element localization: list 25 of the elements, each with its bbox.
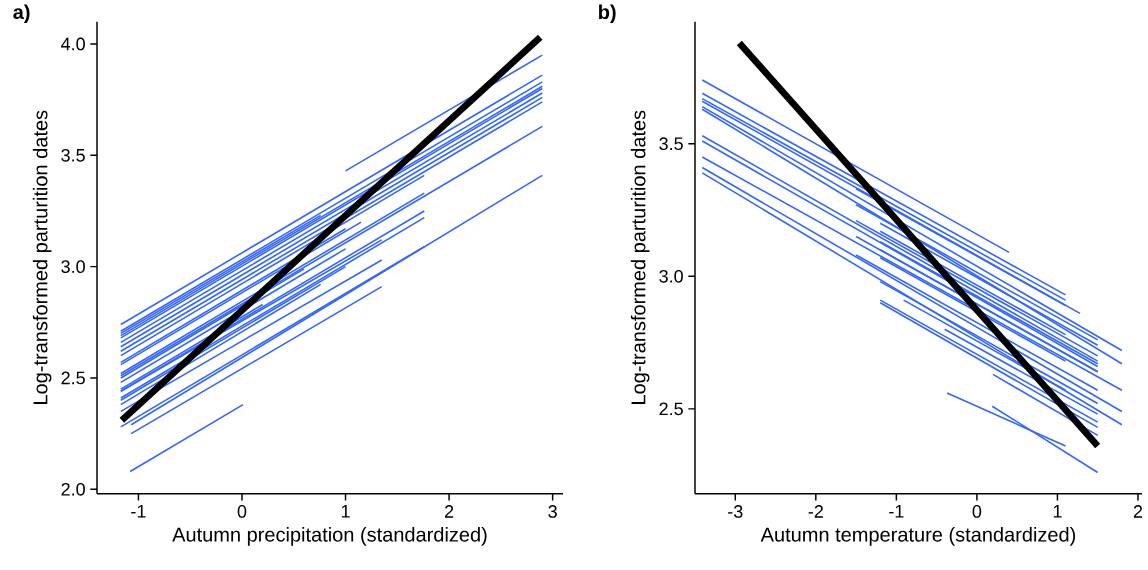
x-tick-label: -3 <box>728 505 743 518</box>
x-tick-label: -1 <box>889 505 904 518</box>
x-tick-label: 3 <box>548 505 557 518</box>
y-tick-label: 3.5 <box>61 149 85 162</box>
x-tick-label: 0 <box>237 505 247 518</box>
y-tick-label: 3.5 <box>659 137 683 151</box>
y-tick-label: 2.0 <box>61 483 85 496</box>
x-tick-label: 2 <box>444 505 454 518</box>
y-axis-title: Log-transformed parturition dates <box>32 110 52 405</box>
x-axis-title: Autumn temperature (standardized) <box>760 527 1076 546</box>
x-tick-label: 1 <box>341 505 350 518</box>
y-tick-label: 2.5 <box>61 371 85 385</box>
x-tick-label: 0 <box>972 505 982 518</box>
x-tick-label: 2 <box>1133 505 1143 518</box>
y-tick-label: 2.5 <box>659 402 683 416</box>
y-tick-label: 3.0 <box>659 270 683 283</box>
x-tick-label: -2 <box>808 505 823 518</box>
y-axis-title: Log-transformed parturition dates <box>630 110 650 405</box>
chart-title: b) <box>599 4 616 24</box>
x-axis-title: Autumn precipitation (standardized) <box>172 527 487 546</box>
x-tick-label: -1 <box>131 505 146 518</box>
chart-title: a) <box>13 4 30 24</box>
y-tick-label: 4.0 <box>61 37 85 51</box>
y-tick-label: 3.0 <box>61 260 85 274</box>
x-tick-label: 1 <box>1053 505 1062 518</box>
